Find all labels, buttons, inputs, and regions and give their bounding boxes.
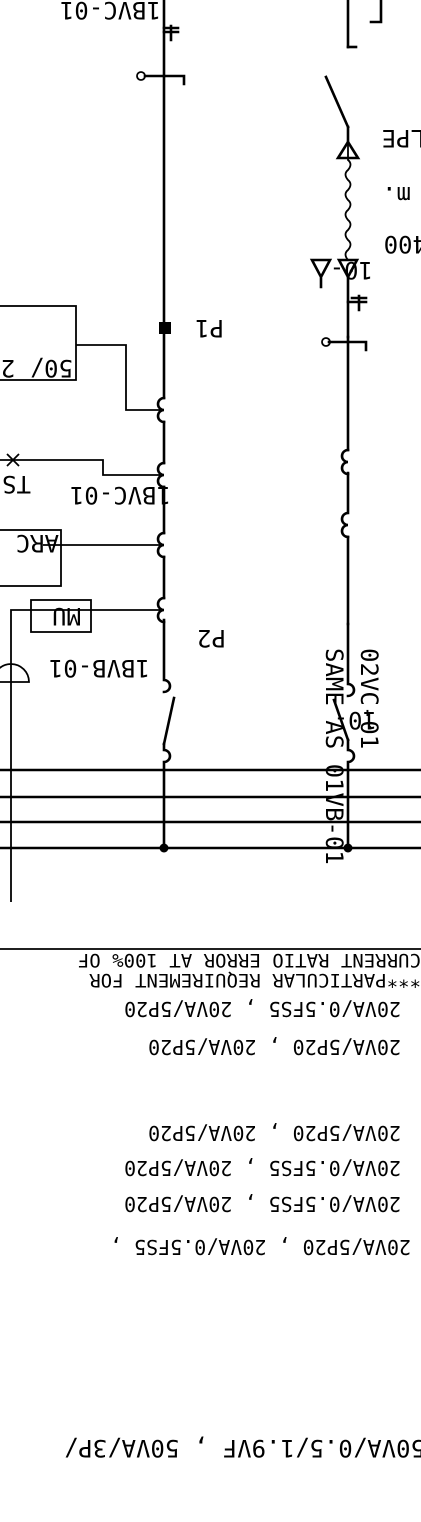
feeder-right-upright: 10- 400 m. LPE 10- 02VC-01 SAME AS 01VB-… [309,0,421,865]
withdrawable-contact-icon [162,742,172,772]
relay-boxes: MU ARC 50 TS 50/ 27/ 25,6 [0,305,92,633]
ct-rating-note-4: 20VA/5P20 , 20VA/5P20 [148,1121,401,1145]
particular-requirement-note: ***PARTICULAR REQUIREMENT FOR [89,969,421,991]
ct-connection-mu [10,609,164,634]
earth-switch-icon [162,74,186,86]
measurement-point-icon [159,322,171,334]
arc-label: ARC 50 [0,529,59,557]
earth-icon [346,294,368,312]
cable-length-label: 400 [384,230,421,258]
surge-arrester-icon [309,258,333,289]
busbars [0,768,421,853]
setting-box [0,305,77,381]
equipment-label-1bvc-mid: 1BVC-01 [70,481,171,509]
breaker-switch-icon [162,696,176,746]
top-fragment-label: 10- [330,256,373,284]
cable-icon [344,144,352,261]
setting-box-label: 50/ 27/ 25,6 [0,354,73,382]
current-ratio-note: CURRENT RATIO ERROR AT 100% OF [78,949,421,971]
mu-box [30,599,92,633]
equipment-label-1bvc-top: 1BVC-01 [60,0,161,24]
earth-switch-icon [346,340,368,352]
current-transformer-icon [340,448,350,476]
withdrawable-contact-icon [346,738,356,772]
p1-label: P1 [195,314,224,342]
ct-rating-note-5: 20VA/5P20 , 20VA/5P20 [148,1035,401,1059]
equipment-label-02vc: 02VC-01 [355,648,383,749]
breaker-switch-icon [332,698,350,742]
ct-connection-ts [0,459,164,476]
p2-label: P2 [197,624,226,652]
same-as-label: SAME AS 01VB-01 [320,648,348,865]
cable-unit-label: m. [382,181,411,209]
equipment-label-1bvb: 1BVB-01 [49,654,150,682]
earth-icon [162,24,180,42]
meter-symbol-icon [0,663,30,683]
ct-rating-note-1: 20VA/5P20 , 20VA/0.5FS5 , [110,1235,411,1259]
current-transformer-icon [340,471,350,539]
arc-box [0,529,62,587]
ct-rating-note-2: 20VA/0.5FS5 , 20VA/5P20 [124,1192,401,1216]
notes-block: 50VA/0.5/1.9VF , 50VA/3P/ 20VA/5P20 , 20… [0,948,421,1462]
feeder-left-upright: 1BVB-01 P2 1BVC-01 P1 1BVC-01 [0,0,226,902]
ts-label: TS [2,470,31,498]
vt-rating-note: 50VA/0.5/1.9VF , 50VA/3P/ [64,1434,421,1462]
cable-code-label: LPE [382,124,421,152]
disconnector-icon [324,75,350,129]
mu-label: MU [52,602,81,630]
cable-termination-icon [335,139,361,160]
ct-rating-note-6: 20VA/0.5FS5 , 20VA/5P20 [124,997,401,1021]
bottom-fragment-label: 10- [334,706,377,734]
ct-rating-note-3: 20VA/0.5FS5 , 20VA/5P20 [124,1156,401,1180]
vt-connection [76,344,164,411]
